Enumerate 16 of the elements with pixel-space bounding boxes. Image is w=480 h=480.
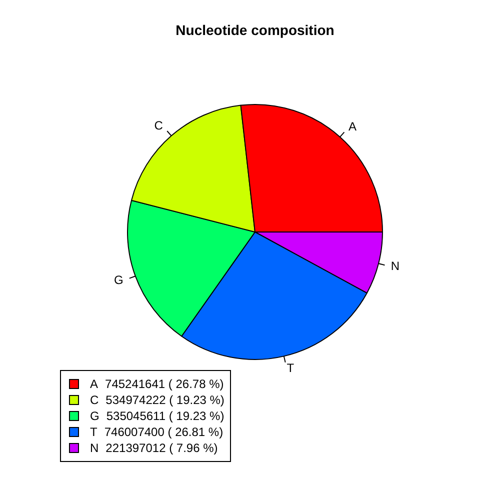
legend-label: G: [90, 409, 100, 423]
legend-label: C: [90, 393, 99, 407]
slice-label: C: [154, 118, 164, 132]
slice-label: A: [348, 120, 356, 134]
data-label: 745241641 ( 26.78 %): [105, 377, 224, 391]
legend-label: A: [90, 377, 98, 391]
data-label: 746007400 ( 26.81 %): [104, 425, 224, 439]
slice-label: T: [286, 360, 295, 375]
data-label: 221397012 ( 7.96 %): [106, 441, 218, 455]
data-label: 534974222 ( 19.23 %): [106, 393, 224, 407]
legend-label: N: [90, 441, 99, 455]
legend-label: T: [90, 425, 98, 439]
slice-label: N: [390, 259, 400, 274]
data-label: 535045611 ( 19.23 %): [106, 409, 224, 423]
slice-label: G: [114, 272, 124, 287]
chart-title: Nucleotide composition: [176, 22, 334, 38]
